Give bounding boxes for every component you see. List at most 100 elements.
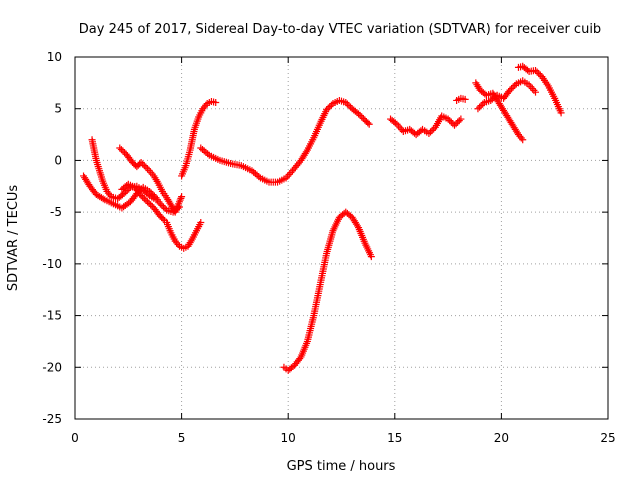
data-point [139,160,147,168]
data-point [296,355,304,363]
data-point [159,215,167,223]
data-point [143,198,151,206]
data-point [144,190,152,198]
data-point [477,102,485,110]
data-point [479,100,487,108]
data-point [202,101,210,109]
data-point [455,117,463,125]
data-point [119,147,127,155]
data-point [345,102,353,110]
data-point [156,200,164,208]
y-tick-label: -20 [42,360,62,374]
y-tick-label: -25 [42,412,62,426]
data-point [519,136,527,144]
y-axis-label: SDTVAR / TECUs [6,185,21,292]
data-point [324,104,332,112]
y-tick-label: 10 [47,50,62,64]
data-point [356,111,364,119]
data-point [450,121,458,129]
data-point [452,120,460,128]
data-point [174,241,182,249]
data-point [355,110,363,118]
data-points [80,62,565,374]
data-point [143,165,151,173]
data-point [506,86,514,94]
x-tick-label: 25 [600,431,615,445]
data-point [158,201,166,209]
data-point [106,191,114,199]
grid [75,57,608,419]
data-point [364,119,372,127]
data-point [255,173,263,181]
data-point [474,105,482,113]
x-axis-label: GPS time / hours [287,459,396,474]
data-point [99,195,107,203]
data-point [176,196,184,204]
data-point [428,126,436,134]
data-point [177,194,185,202]
x-tick-label: 10 [281,431,296,445]
data-point [444,115,452,123]
data-point [517,134,525,142]
y-tick-label: -5 [50,205,62,219]
data-point [197,218,205,226]
data-point [532,66,540,74]
data-point [343,100,351,108]
data-point [528,85,536,93]
data-point [137,158,145,166]
chart-title: Day 245 of 2017, Sidereal Day-to-day VTE… [79,22,601,37]
x-tick-label: 5 [178,431,186,445]
data-point [391,119,399,127]
data-point [285,170,293,178]
data-point [454,118,462,126]
y-tick-label: 5 [54,102,62,116]
data-point [116,144,124,152]
data-point [142,196,150,204]
x-tick-label: 20 [494,431,509,445]
data-point [481,90,489,98]
data-point [461,95,469,103]
y-tick-label: 0 [54,153,62,167]
data-point [140,195,148,203]
data-point [365,120,373,128]
data-point [533,68,541,76]
data-point [358,113,366,121]
x-tick-label: 0 [71,431,79,445]
data-point [511,81,519,89]
data-point [145,199,153,207]
data-point [139,193,147,201]
x-tick-label: 15 [387,431,402,445]
data-point [447,118,455,126]
data-point [159,203,167,211]
data-point [145,167,153,175]
data-point [175,198,183,206]
data-point [212,99,220,107]
data-point [147,201,155,209]
data-point [342,99,350,107]
data-point [178,193,186,201]
data-point [367,253,375,261]
data-point [323,106,331,114]
data-point [152,196,160,204]
axis-ticks: 0 5 10 15 20 25 -25 -20 -15 -10 -5 0 5 10 [42,50,615,445]
data-point [117,146,125,154]
plot-frame [74,56,609,420]
data-point [204,150,212,158]
data-point [557,109,565,117]
data-point [147,168,155,176]
y-tick-label: -15 [42,309,62,323]
data-point [427,128,435,136]
data-point [161,205,169,213]
data-point [425,130,433,138]
data-point [140,162,148,170]
data-point [302,148,310,156]
data-point [353,222,361,230]
data-point [530,86,538,94]
data-point [535,70,543,78]
y-tick-label: -10 [42,257,62,271]
data-point [326,103,334,111]
data-point [527,83,535,91]
data-point [509,83,517,91]
data-point [524,66,532,74]
